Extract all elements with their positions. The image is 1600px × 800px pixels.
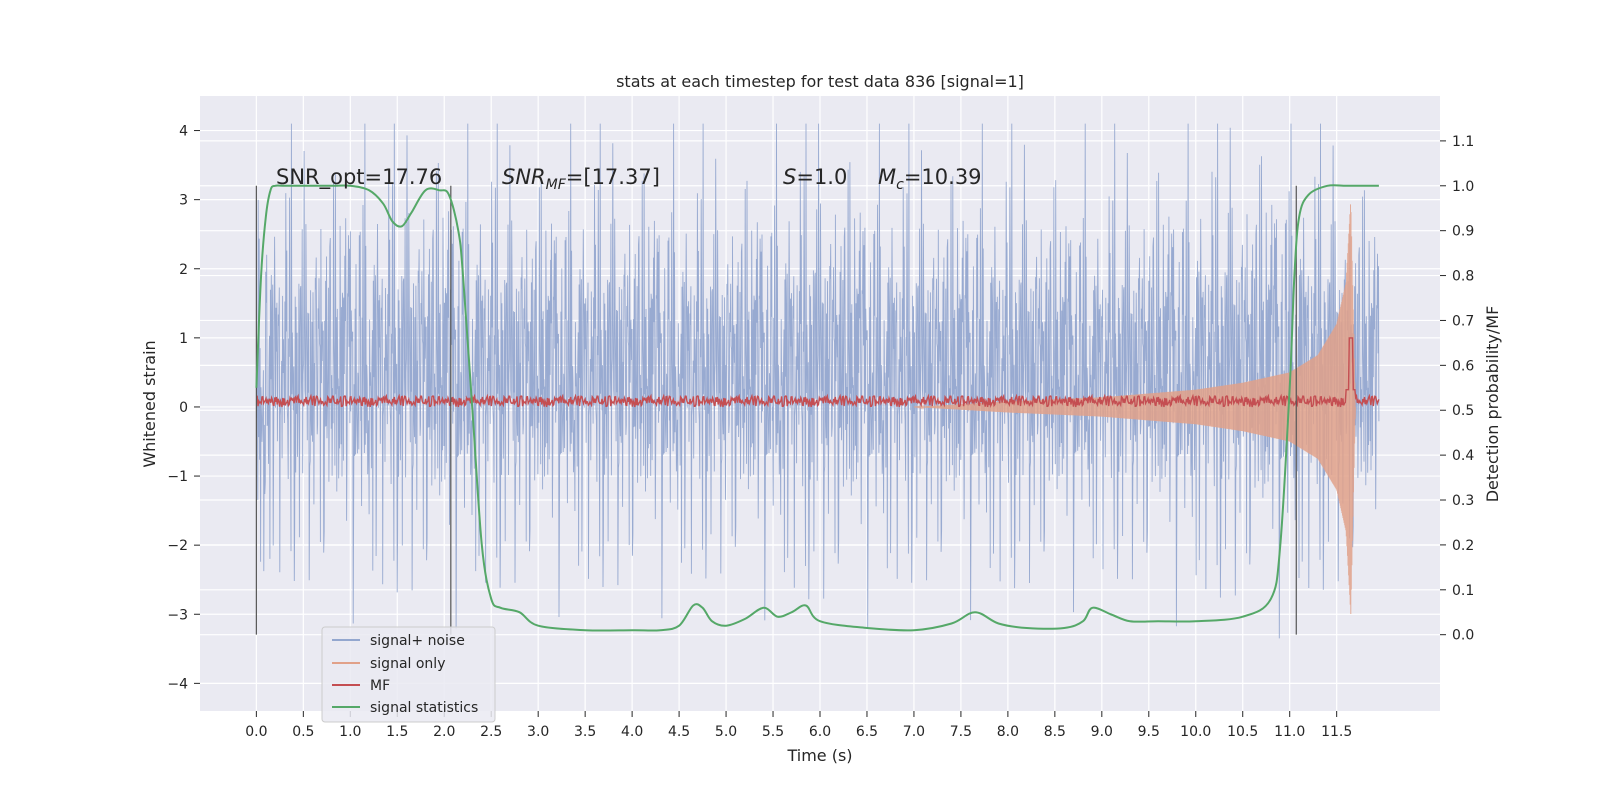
y2-tick-label: 0.1 <box>1452 583 1474 599</box>
x-tick-label: 3.0 <box>527 724 549 740</box>
legend-label-signal-only: signal only <box>370 656 445 672</box>
y2-tick-label: 0.2 <box>1452 538 1474 554</box>
y2-tick-label: 0.4 <box>1452 448 1474 464</box>
annotation-mc-name: M <box>878 165 896 189</box>
annotation-snr-mf-sub: MF <box>546 177 567 193</box>
annotation-snr-mf-name: SNR <box>502 165 546 189</box>
x-tick-label: 4.0 <box>621 724 643 740</box>
annotation-s: S=1.0 <box>783 165 847 189</box>
x-tick-label: 8.0 <box>997 724 1019 740</box>
x-tick-label: 1.5 <box>386 724 408 740</box>
annotation-mc: Mc=10.39 <box>878 165 982 193</box>
x-tick-label: 0.0 <box>245 724 267 740</box>
y-axis-label: Whitened strain <box>140 340 159 467</box>
chart-title: stats at each timestep for test data 836… <box>616 72 1024 91</box>
x-tick-label: 7.5 <box>950 724 972 740</box>
annotation-mc-value: =10.39 <box>904 165 982 189</box>
x-tick-label: 9.0 <box>1091 724 1113 740</box>
y2-tick-label: 0.9 <box>1452 224 1474 240</box>
annotation-s-value: =1.0 <box>796 165 847 189</box>
y2-tick-label: 0.8 <box>1452 269 1474 285</box>
x-tick-label: 7.0 <box>903 724 925 740</box>
y-tick-label: 1 <box>179 331 188 347</box>
x-tick-label: 1.0 <box>339 724 361 740</box>
y-tick-label: 0 <box>179 400 188 416</box>
y-tick-label: −3 <box>167 607 188 623</box>
legend-label-signal-statistics: signal statistics <box>370 700 478 716</box>
x-tick-label: 6.5 <box>856 724 878 740</box>
y2-axis-label: Detection probability/MF <box>1483 306 1502 503</box>
series-signal-only <box>913 204 1356 615</box>
x-tick-label: 10.0 <box>1180 724 1211 740</box>
y2-tick-label: 0.5 <box>1452 403 1474 419</box>
x-tick-label: 10.5 <box>1227 724 1258 740</box>
legend-label-mf: MF <box>370 678 390 694</box>
x-tick-label: 11.0 <box>1274 724 1305 740</box>
y-tick-label: 3 <box>179 193 188 209</box>
y-tick-label: 2 <box>179 262 188 278</box>
x-tick-label: 0.5 <box>292 724 314 740</box>
y2-tick-label: 0.6 <box>1452 358 1474 374</box>
y-tick-label: −1 <box>167 469 188 485</box>
annotation-snr-opt: SNR_opt=17.76 <box>276 165 442 190</box>
x-tick-label: 11.5 <box>1321 724 1352 740</box>
y2-tick-label: 0.7 <box>1452 313 1474 329</box>
x-tick-label: 2.5 <box>480 724 502 740</box>
series-signal-statistics <box>255 184 1379 632</box>
x-tick-label: 5.0 <box>715 724 737 740</box>
annotation-snr-mf-tail: =[17.37] <box>566 165 660 189</box>
data-layer <box>255 123 1380 639</box>
x-tick-label: 4.5 <box>668 724 690 740</box>
y2-tick-label: 0.3 <box>1452 493 1474 509</box>
x-tick-label: 3.5 <box>574 724 596 740</box>
annotation-s-name: S <box>783 165 796 189</box>
y2-tick-label: 0.0 <box>1452 628 1474 644</box>
x-tick-label: 2.0 <box>433 724 455 740</box>
x-axis-label: Time (s) <box>786 746 852 765</box>
y2-tick-label: 1.0 <box>1452 179 1474 195</box>
legend-box <box>321 626 496 723</box>
annotation-mc-sub: c <box>896 177 904 193</box>
axes: 0.0 0.5 1.0 1.5 2.0 2.5 3.0 3.5 4.0 4.5 5.0 5.5 6.0 6… <box>167 124 1474 740</box>
y-tick-label: −2 <box>167 538 188 554</box>
x-tick-label: 5.5 <box>762 724 784 740</box>
x-tick-label: 6.0 <box>809 724 831 740</box>
y-tick-label: −4 <box>167 676 188 692</box>
legend: signal+ noise signal only MF signal stat… <box>321 626 496 723</box>
series-mf <box>256 337 1380 409</box>
x-tick-label: 9.5 <box>1138 724 1160 740</box>
x-tick-label: 8.5 <box>1044 724 1066 740</box>
y-tick-label: 4 <box>179 124 188 140</box>
annotation-snr-mf: SNRMF=[17.37] <box>502 165 660 193</box>
legend-label-signal-noise: signal+ noise <box>370 633 465 649</box>
y2-tick-label: 1.1 <box>1452 134 1474 150</box>
